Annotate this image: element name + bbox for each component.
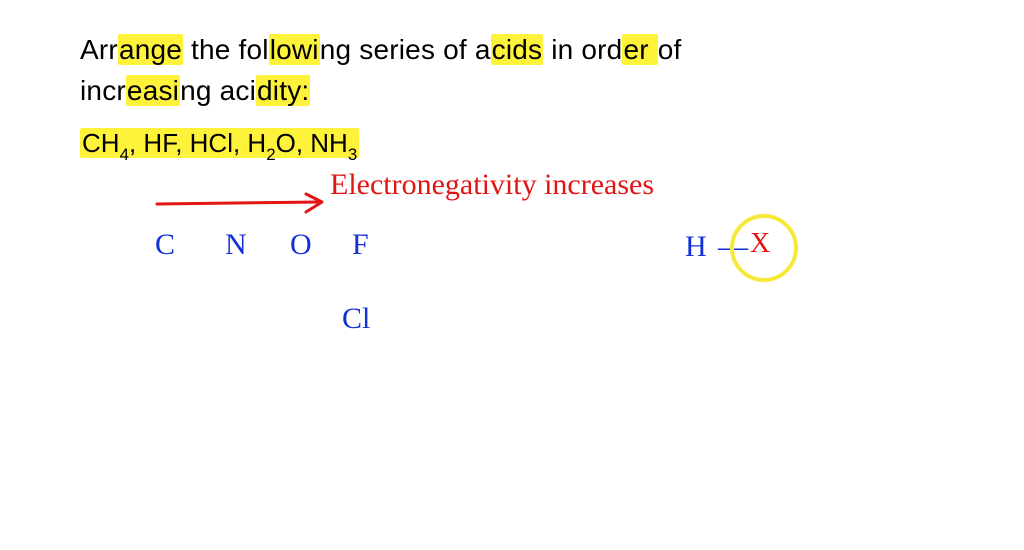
compounds-highlighted: CH4, HF, HCl, H2O, NH3 <box>80 128 359 158</box>
arrow-electronegativity <box>155 192 340 222</box>
compound-list: CH4, HF, HCl, H2O, NH3 <box>80 128 359 163</box>
annotation-electronegativity: Electronegativity increases <box>330 168 654 202</box>
element-F: F <box>352 228 369 262</box>
question-line1: Arrange the following series of acids in… <box>80 34 682 65</box>
question-line2: increasing acidity: <box>80 75 310 106</box>
hx-circle <box>730 214 798 282</box>
page-root: { "question": { "line1_parts": [ {"text"… <box>0 0 1024 550</box>
hx-H: H <box>685 230 707 264</box>
question-text: Arrange the following series of acids in… <box>80 30 960 111</box>
element-N: N <box>225 228 247 262</box>
element-O: O <box>290 228 312 262</box>
element-Cl: Cl <box>342 302 370 336</box>
element-C: C <box>155 228 175 262</box>
